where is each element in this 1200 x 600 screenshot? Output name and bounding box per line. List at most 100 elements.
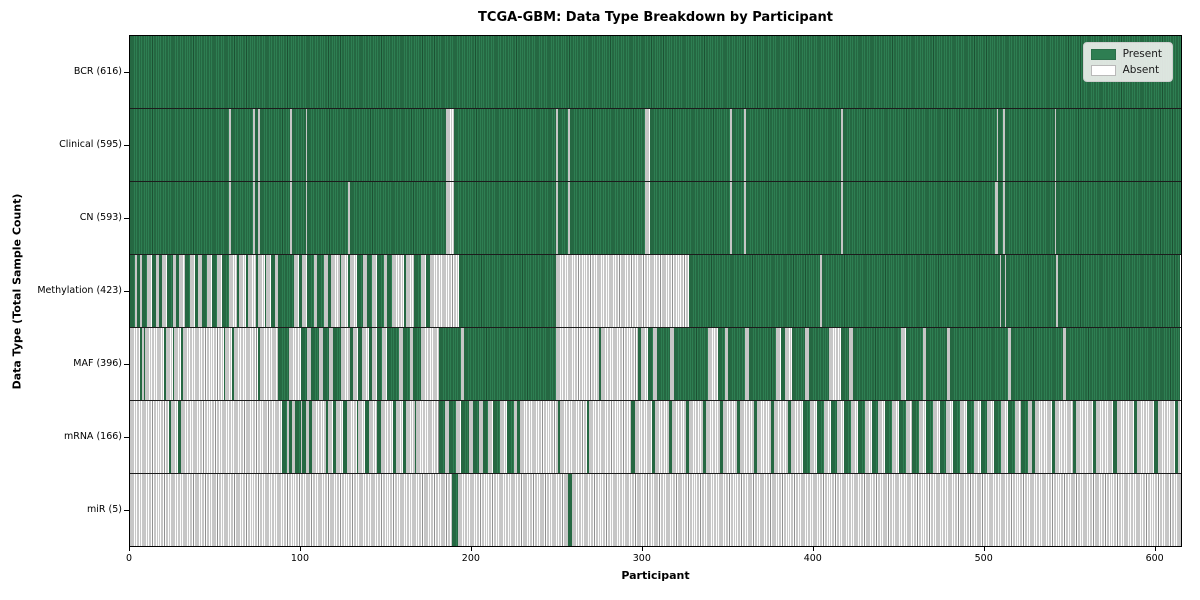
run-absent [135, 255, 137, 327]
run-present [136, 255, 141, 327]
run-absent [556, 328, 599, 400]
run-present [264, 255, 267, 327]
run-absent [165, 328, 173, 400]
run-absent [257, 182, 260, 254]
run-present [1007, 401, 1015, 473]
run-present [281, 401, 287, 473]
run-present [753, 401, 758, 473]
y-tick-mark [124, 510, 129, 512]
run-present [650, 109, 731, 181]
run-present [143, 328, 146, 400]
run-absent [987, 401, 995, 473]
run-present [998, 109, 1004, 181]
run-present [230, 182, 253, 254]
run-absent [329, 328, 333, 400]
run-present [648, 328, 654, 400]
run-absent [307, 328, 311, 400]
heatmap-row-Methylation [130, 255, 1181, 328]
run-absent [905, 401, 913, 473]
run-absent [810, 401, 817, 473]
run-present [438, 328, 461, 400]
run-absent [1055, 401, 1073, 473]
run-present [412, 328, 422, 400]
run-absent [286, 401, 289, 473]
run-absent [141, 328, 144, 400]
run-absent [1137, 401, 1155, 473]
run-present [278, 328, 289, 400]
run-present [788, 401, 792, 473]
run-absent [234, 328, 258, 400]
y-tick-mark [124, 291, 129, 292]
run-absent [645, 109, 651, 181]
run-present [830, 401, 838, 473]
run-absent [740, 401, 754, 473]
x-tick-mark [129, 547, 130, 551]
run-absent [820, 255, 823, 327]
run-absent [730, 182, 733, 254]
run-present [310, 328, 320, 400]
run-absent [290, 182, 293, 254]
run-present [164, 328, 166, 400]
run-absent [445, 401, 449, 473]
run-present [181, 328, 183, 400]
run-absent [571, 474, 1181, 546]
run-present [732, 182, 745, 254]
run-absent [445, 109, 455, 181]
y-tick-label-miR: miR (5) [87, 504, 122, 516]
run-absent [1008, 328, 1012, 400]
run-absent [960, 401, 967, 473]
run-absent [182, 328, 224, 400]
run-present [460, 401, 470, 473]
x-tick-label-600: 600 [1145, 553, 1164, 564]
heatmap-row-miR [130, 474, 1181, 546]
run-present [322, 328, 330, 400]
run-absent [900, 328, 906, 400]
run-present [482, 401, 488, 473]
x-axis-title: Participant [621, 569, 690, 582]
run-absent [556, 255, 690, 327]
run-absent [346, 401, 357, 473]
run-present [770, 401, 775, 473]
run-absent [513, 401, 517, 473]
run-absent [655, 401, 669, 473]
run-absent [479, 401, 483, 473]
legend: Present Absent [1082, 42, 1173, 82]
chart-title: TCGA-GBM: Data Type Breakdown by Partici… [478, 10, 833, 25]
heatmap-row-Clinical [130, 109, 1181, 182]
run-present [307, 182, 349, 254]
x-tick-label-100: 100 [290, 553, 310, 564]
run-absent [841, 109, 844, 181]
run-present [1001, 255, 1005, 327]
run-absent [849, 328, 853, 400]
run-absent [145, 328, 165, 400]
run-present [349, 328, 354, 400]
run-present [348, 255, 350, 327]
run-absent [266, 255, 272, 327]
run-absent [392, 255, 405, 327]
y-tick-mark [124, 217, 129, 219]
run-present [598, 328, 601, 400]
run-absent [1075, 401, 1093, 473]
run-absent [421, 328, 439, 400]
run-absent [395, 401, 403, 473]
run-present [1154, 401, 1158, 473]
run-absent [946, 401, 954, 473]
run-present [493, 401, 500, 473]
run-absent [1055, 255, 1058, 327]
run-absent [155, 255, 159, 327]
run-present [223, 328, 226, 400]
run-absent [372, 328, 378, 400]
run-present [586, 401, 589, 473]
x-tick-mark [470, 547, 472, 551]
x-tick-label-400: 400 [803, 553, 822, 564]
run-absent [300, 401, 303, 473]
run-present [194, 255, 199, 327]
run-absent [349, 255, 357, 327]
run-present [387, 328, 400, 400]
run-present [702, 401, 707, 473]
run-present [1031, 401, 1035, 473]
run-present [980, 401, 988, 473]
run-absent [274, 255, 279, 327]
run-present [656, 328, 671, 400]
